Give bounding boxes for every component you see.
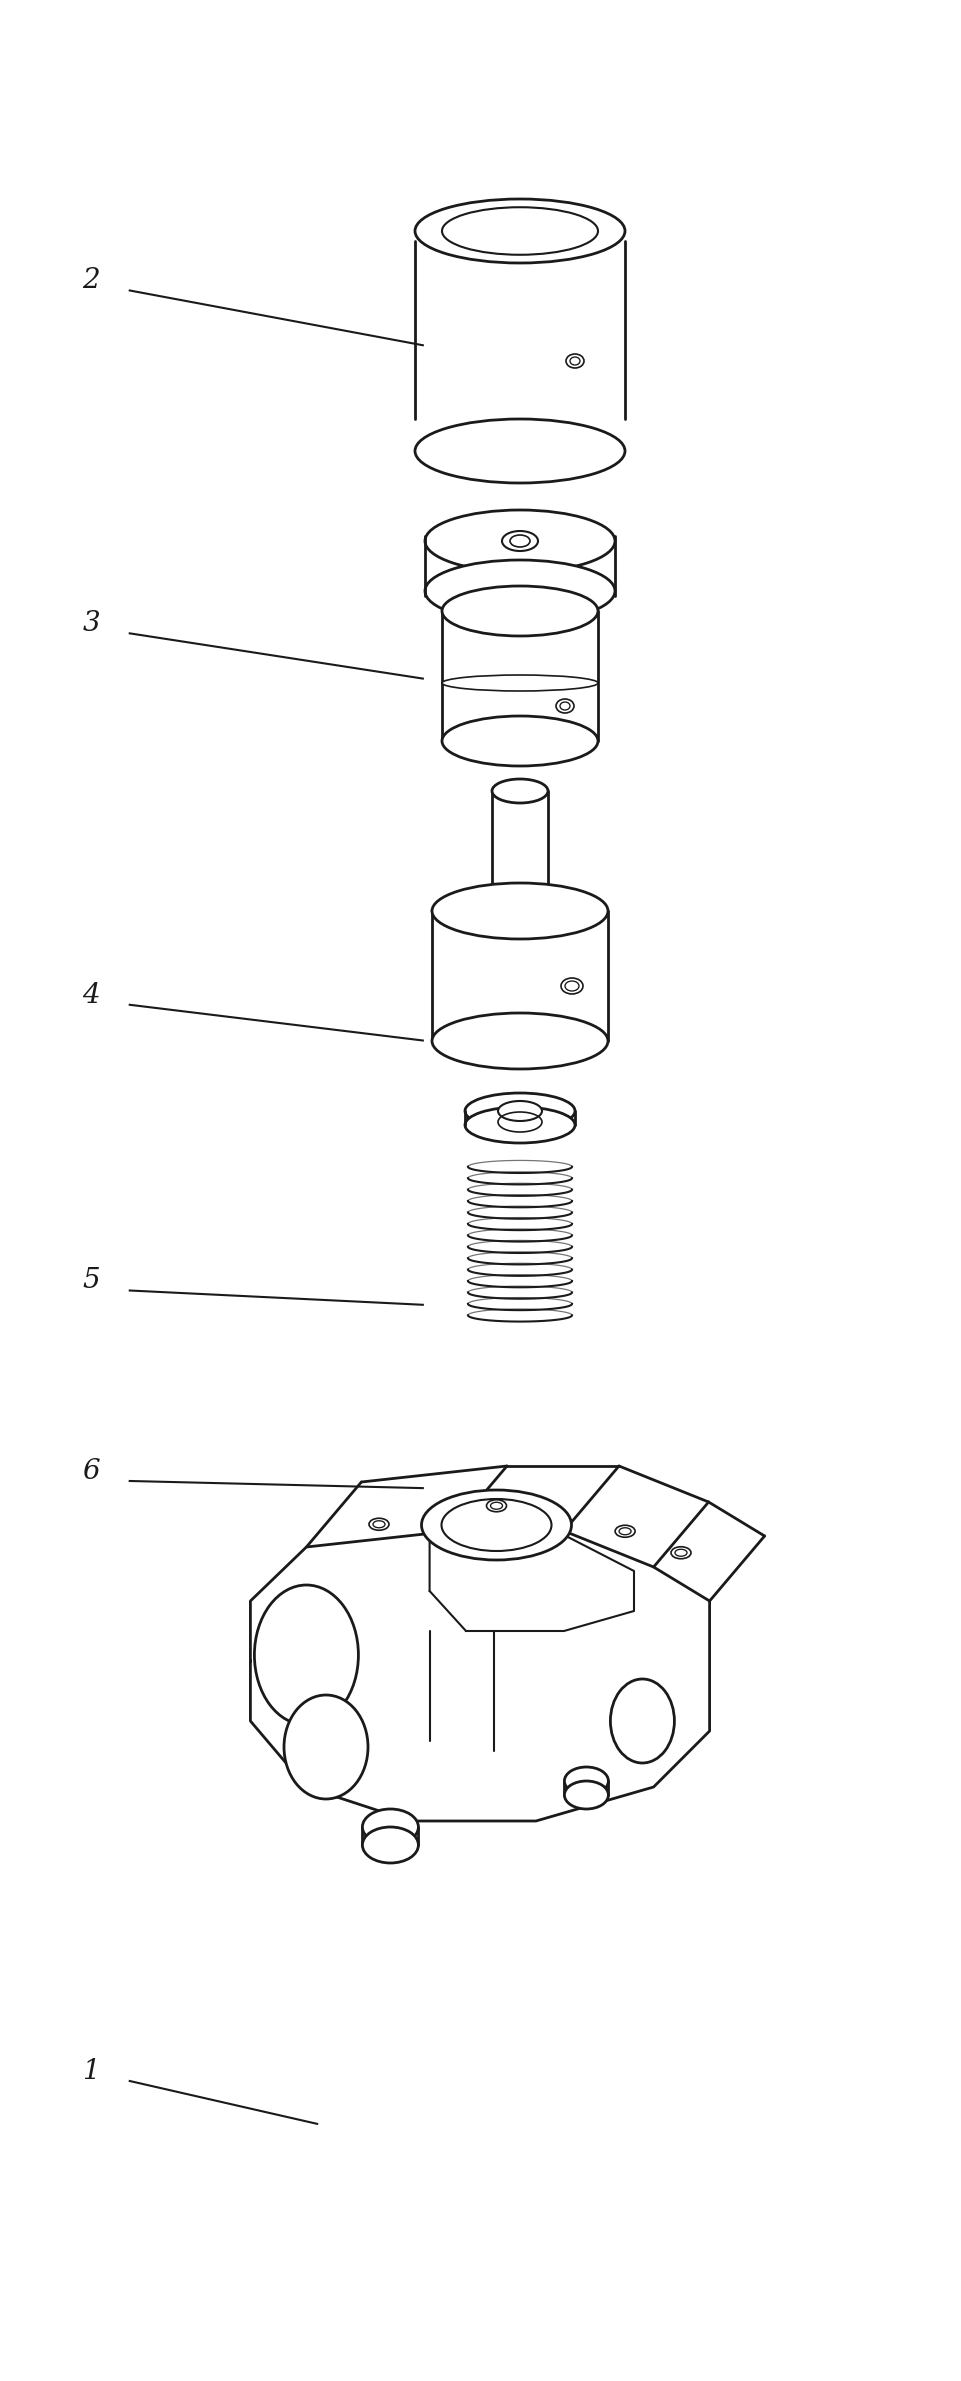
Text: 4: 4 (83, 981, 100, 1010)
Text: 3: 3 (83, 610, 100, 638)
Ellipse shape (566, 355, 584, 369)
Ellipse shape (465, 1093, 575, 1129)
Ellipse shape (425, 510, 615, 571)
Ellipse shape (486, 1500, 506, 1512)
Ellipse shape (564, 1781, 608, 1810)
Ellipse shape (492, 779, 548, 802)
Text: 6: 6 (83, 1457, 100, 1486)
Ellipse shape (465, 1107, 575, 1143)
Ellipse shape (561, 979, 583, 993)
Ellipse shape (255, 1586, 358, 1724)
Ellipse shape (369, 1519, 389, 1531)
Ellipse shape (442, 674, 598, 690)
Ellipse shape (442, 586, 598, 636)
Ellipse shape (284, 1695, 368, 1800)
Text: 5: 5 (83, 1267, 100, 1295)
Text: 2: 2 (83, 267, 100, 295)
Ellipse shape (615, 1526, 635, 1538)
Ellipse shape (432, 1012, 608, 1069)
Ellipse shape (432, 883, 608, 938)
Ellipse shape (564, 1767, 608, 1795)
Ellipse shape (498, 1100, 542, 1121)
Ellipse shape (422, 1491, 572, 1560)
Ellipse shape (671, 1548, 691, 1560)
Ellipse shape (362, 1810, 418, 1845)
Ellipse shape (415, 419, 625, 483)
Ellipse shape (502, 531, 538, 550)
Ellipse shape (425, 560, 615, 621)
Ellipse shape (415, 200, 625, 262)
Ellipse shape (610, 1679, 675, 1762)
Ellipse shape (442, 717, 598, 767)
Text: 1: 1 (83, 2057, 100, 2086)
Ellipse shape (442, 207, 598, 255)
Ellipse shape (556, 700, 574, 712)
Ellipse shape (362, 1826, 418, 1862)
